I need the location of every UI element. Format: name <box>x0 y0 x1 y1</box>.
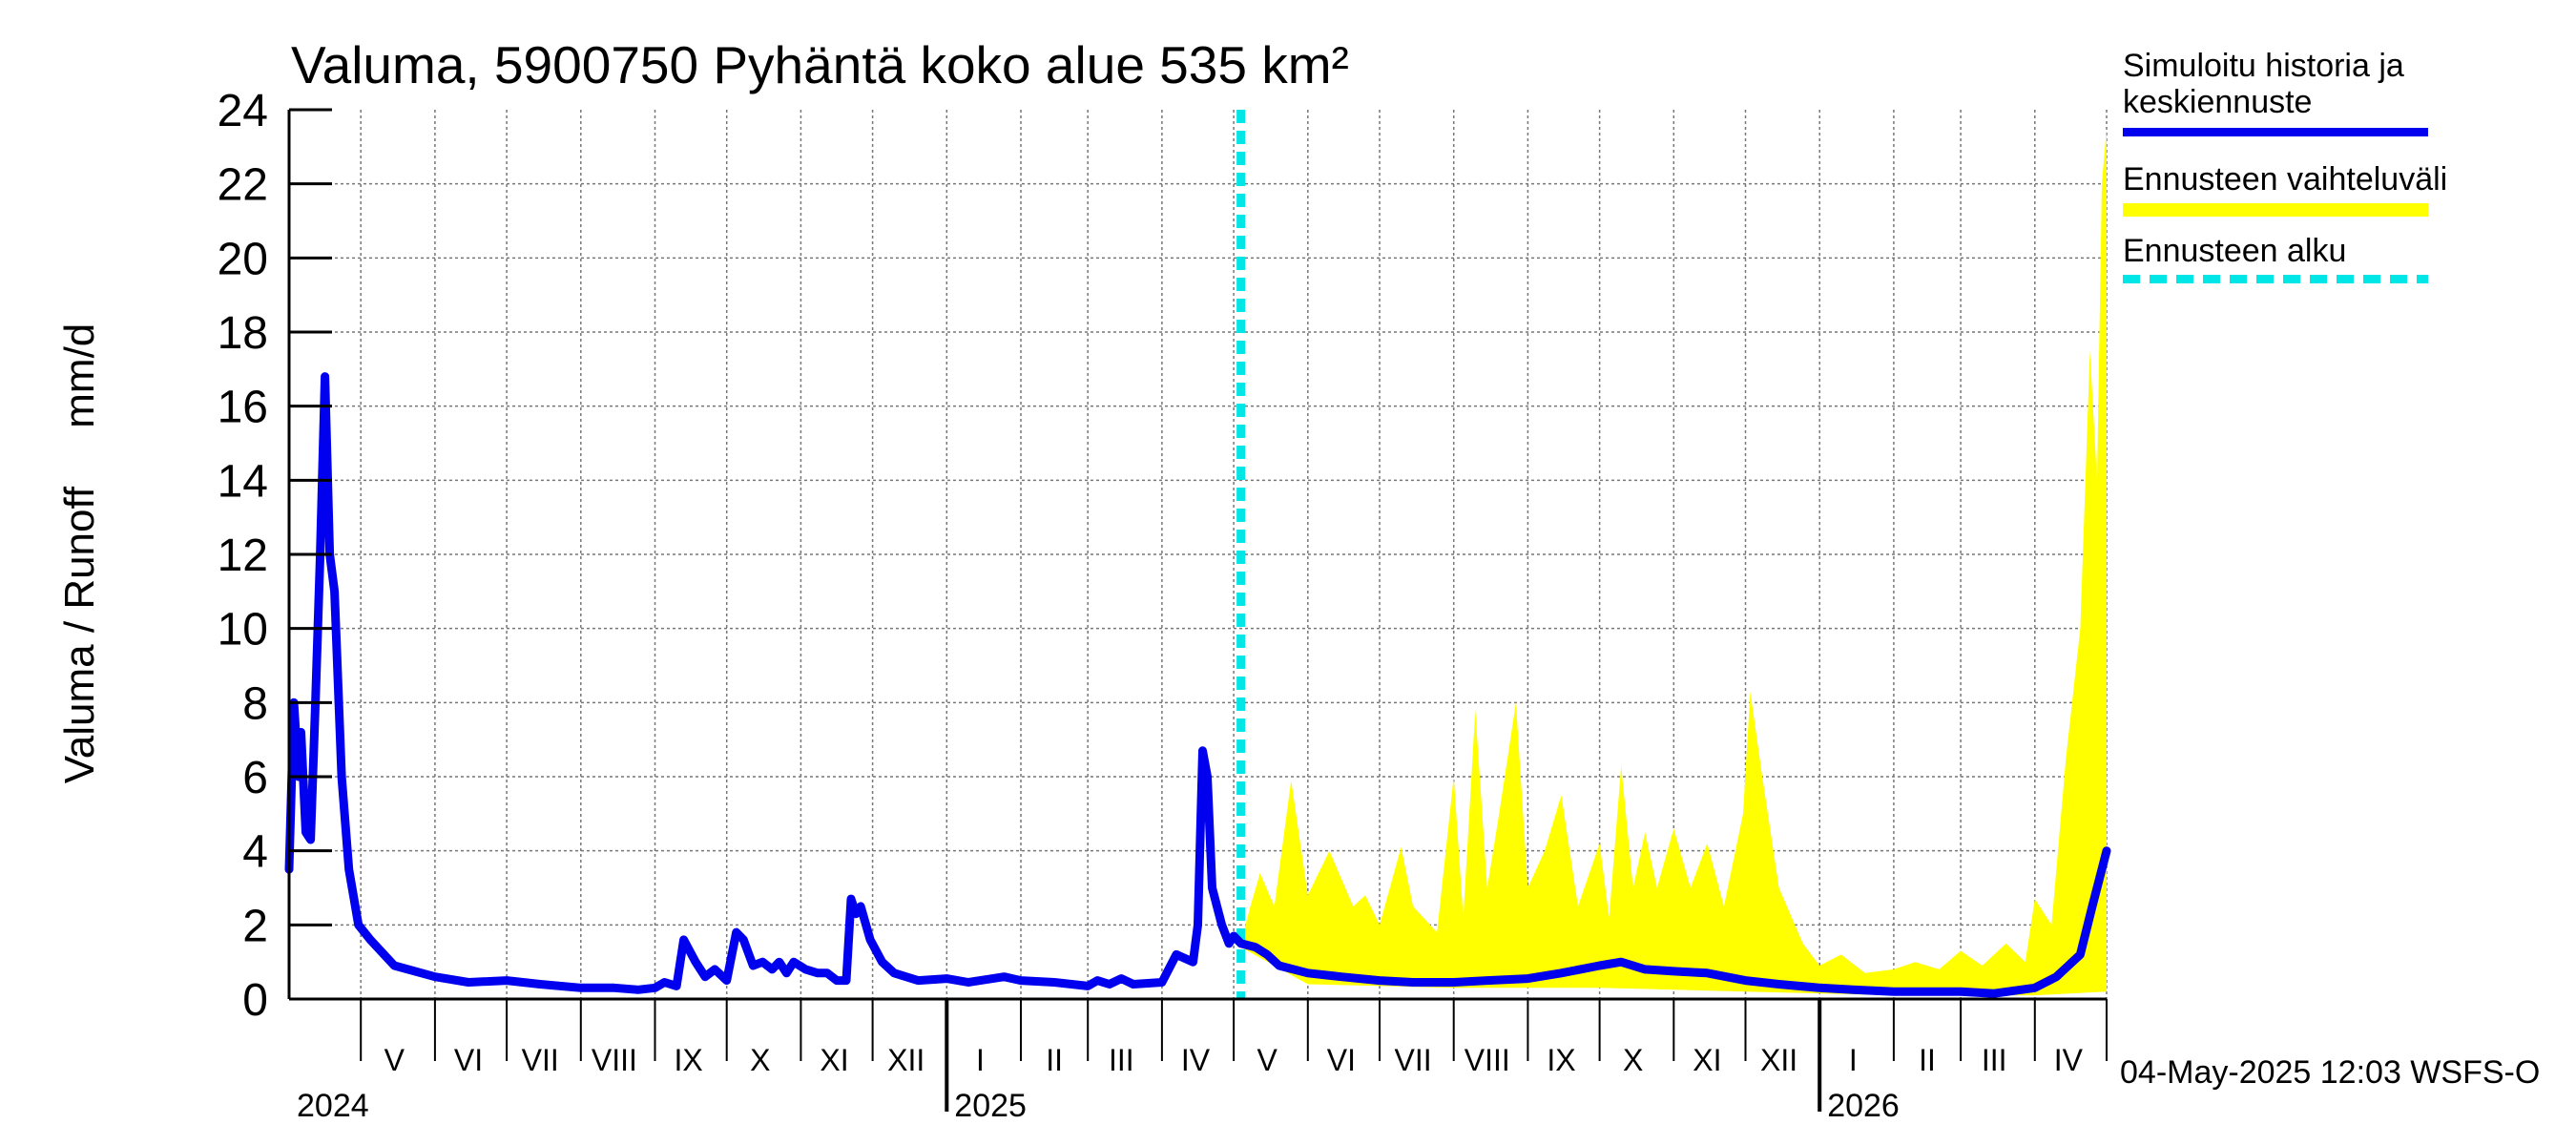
y-tick-label: 16 <box>218 383 268 433</box>
legend: Simuloitu historia ja keskiennuste Ennus… <box>2123 48 2562 304</box>
legend-item-simulated: Simuloitu historia ja keskiennuste <box>2123 48 2562 136</box>
y-tick-label: 0 <box>242 975 268 1026</box>
y-tick-label: 10 <box>218 605 268 656</box>
legend-swatch-range <box>2123 203 2428 217</box>
month-label: II <box>1919 1043 1936 1077</box>
y-tick-label: 18 <box>218 308 268 359</box>
month-label: I <box>1849 1043 1858 1077</box>
legend-swatch-forecast-start <box>2123 275 2428 283</box>
legend-label-forecast-start: Ennusteen alku <box>2123 233 2347 269</box>
month-label: XII <box>1760 1043 1797 1077</box>
month-label: VII <box>1395 1043 1432 1077</box>
legend-swatch-simulated <box>2123 128 2428 136</box>
month-label: VIII <box>592 1043 637 1077</box>
y-tick-label: 4 <box>242 827 268 878</box>
y-tick-label: 8 <box>242 678 268 729</box>
month-label: XI <box>1693 1043 1721 1077</box>
timestamp-footer: 04-May-2025 12:03 WSFS-O <box>2120 1054 2541 1091</box>
y-tick-label: 14 <box>218 456 268 507</box>
axis-layer <box>287 108 2108 1112</box>
month-label: VI <box>454 1043 483 1077</box>
y-tick-label: 2 <box>242 901 268 951</box>
month-label: V <box>1257 1043 1278 1077</box>
year-label: 2026 <box>1827 1088 1900 1124</box>
legend-label-simulated: Simuloitu historia ja keskiennuste <box>2123 48 2404 120</box>
y-tick-label: 24 <box>218 86 268 136</box>
year-label: 2024 <box>297 1088 369 1124</box>
y-tick-label: 6 <box>242 753 268 803</box>
y-tick-label: 22 <box>218 160 268 211</box>
month-label: X <box>1623 1043 1643 1077</box>
month-label: VIII <box>1465 1043 1510 1077</box>
legend-item-forecast-start: Ennusteen alku <box>2123 233 2562 304</box>
month-label: IV <box>2054 1043 2084 1077</box>
forecast-range-band <box>1240 128 2107 996</box>
year-label: 2025 <box>954 1088 1027 1124</box>
month-label: IV <box>1181 1043 1211 1077</box>
month-label: V <box>384 1043 405 1077</box>
chart-title: Valuma, 5900750 Pyhäntä koko alue 535 km… <box>291 35 1349 94</box>
month-label: XI <box>820 1043 848 1077</box>
month-label: III <box>1982 1043 2007 1077</box>
month-label: XII <box>887 1043 924 1077</box>
simulated-runoff-line <box>284 372 2111 998</box>
y-axis-label: Valuma / Runoff mm/d <box>56 323 103 784</box>
month-label: VII <box>522 1043 559 1077</box>
month-label: X <box>750 1043 770 1077</box>
month-label: IX <box>1547 1043 1575 1077</box>
month-label: III <box>1109 1043 1134 1077</box>
month-label: VI <box>1327 1043 1356 1077</box>
y-tick-label: 12 <box>218 531 268 581</box>
y-tick-label: 20 <box>218 234 268 284</box>
line-layer <box>284 110 2111 999</box>
legend-item-range: Ennusteen vaihteluväli <box>2123 161 2562 233</box>
legend-label-range: Ennusteen vaihteluväli <box>2123 161 2448 198</box>
forecast-band-layer <box>1240 128 2107 996</box>
month-label: IX <box>674 1043 702 1077</box>
month-label: II <box>1046 1043 1063 1077</box>
month-label: I <box>976 1043 985 1077</box>
